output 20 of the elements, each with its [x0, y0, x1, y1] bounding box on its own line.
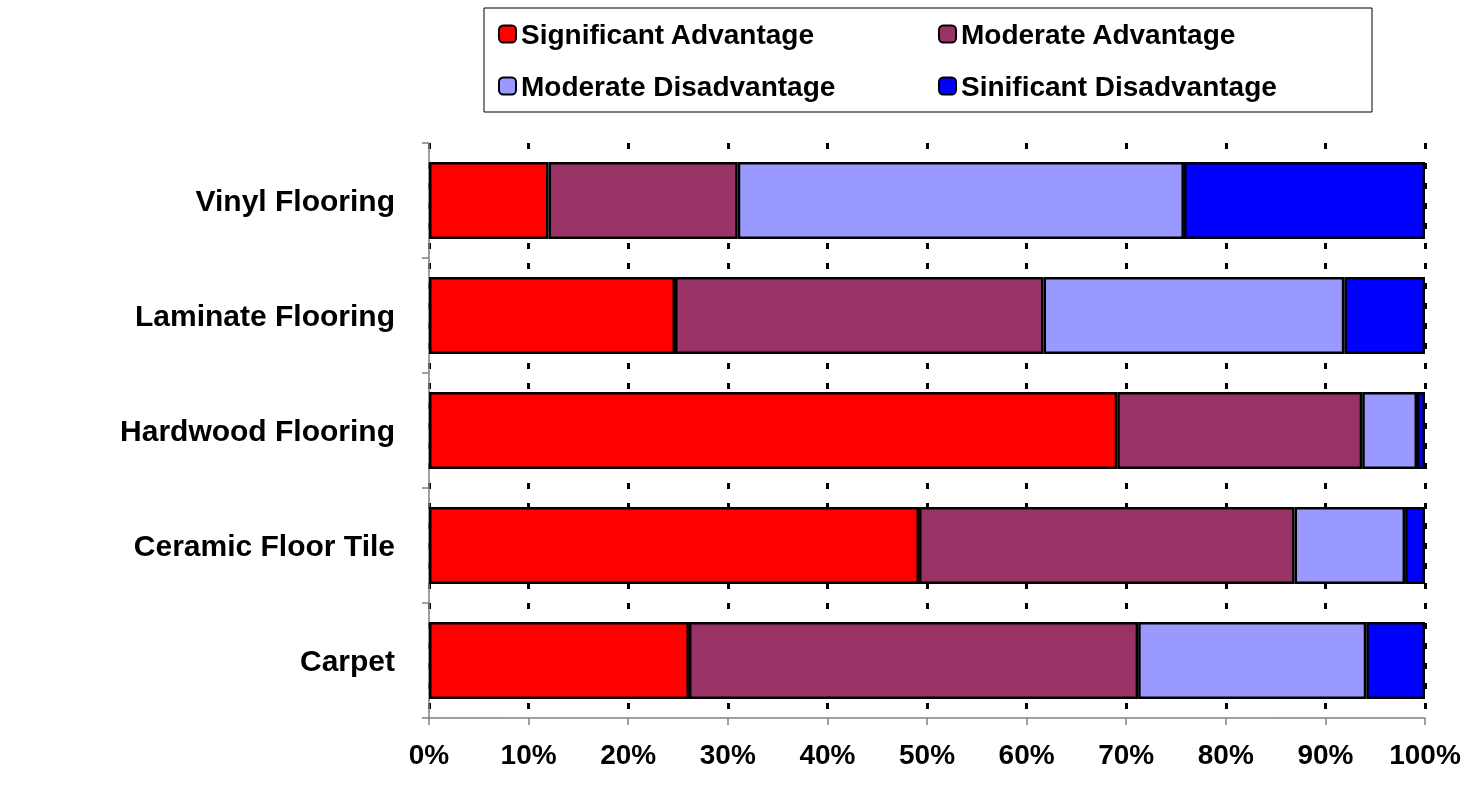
- x-tick-label: 0%: [408, 738, 450, 770]
- x-tick-label: 40%: [799, 738, 856, 770]
- legend-label: Sinificant Disadvantage: [961, 70, 1277, 102]
- x-tick-label: 100%: [1389, 738, 1461, 770]
- x-tick-label: 60%: [998, 738, 1055, 770]
- y-tick-label: Hardwood Flooring: [120, 414, 395, 447]
- x-tick-label: 90%: [1297, 738, 1354, 770]
- legend-label: Moderate Advantage: [961, 18, 1236, 50]
- x-tick-label: 80%: [1197, 738, 1254, 770]
- x-tick-label: 10%: [500, 738, 557, 770]
- y-tick-label: Carpet: [299, 644, 395, 677]
- x-tick-label: 70%: [1098, 738, 1155, 770]
- x-tick-label: 50%: [898, 738, 956, 770]
- y-tick-label: Laminate Flooring: [134, 299, 395, 332]
- legend-label: Moderate Disadvantage: [521, 70, 836, 102]
- x-tick-label: 20%: [600, 738, 657, 770]
- x-tick-label: 30%: [699, 738, 756, 770]
- y-tick-label: Vinyl Flooring: [195, 184, 395, 217]
- legend-label: Significant Advantage: [521, 18, 815, 50]
- y-tick-label: Ceramic Floor Tile: [133, 529, 395, 562]
